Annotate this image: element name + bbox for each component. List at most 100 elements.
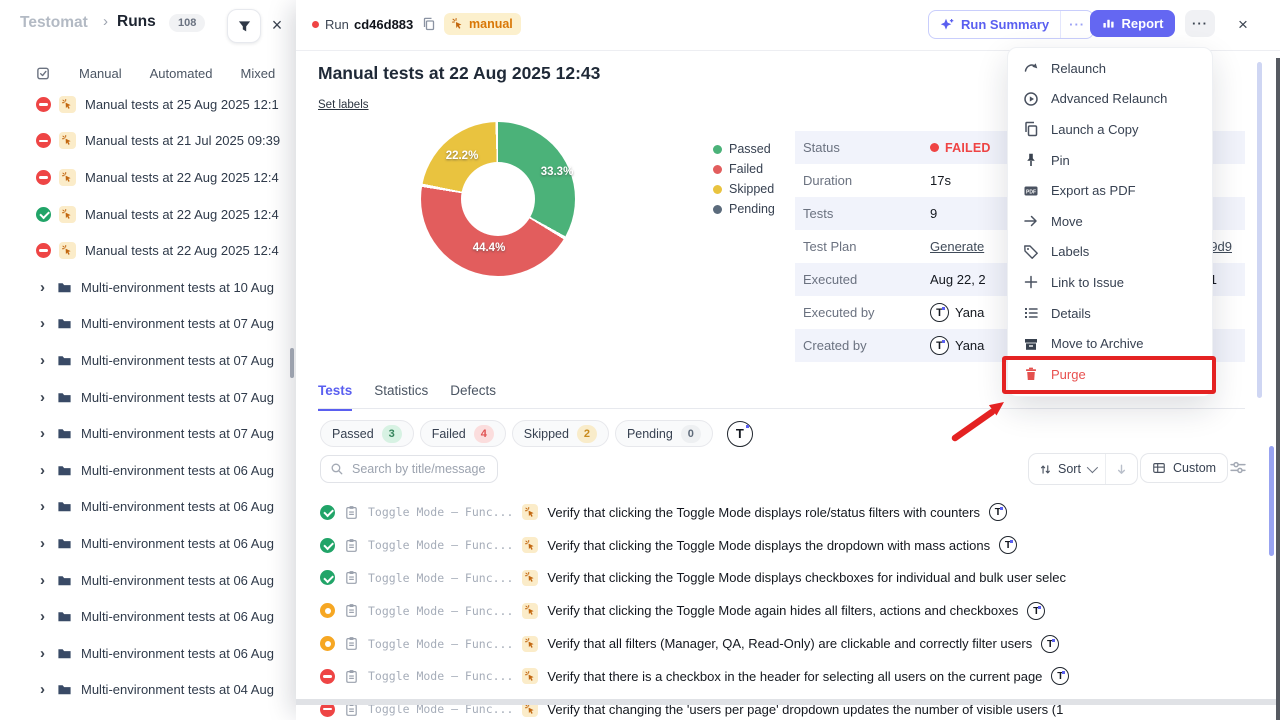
set-labels-link[interactable]: Set labels [318, 99, 369, 111]
menu-item-move-archive[interactable]: Move to Archive [1008, 328, 1212, 359]
panel-scrollbar[interactable] [1257, 62, 1262, 398]
chevron-right-icon[interactable]: › [40, 644, 45, 662]
avatar: T [1051, 667, 1070, 686]
chevron-right-icon[interactable]: › [40, 388, 45, 406]
run-item-label: Manual tests at 25 Aug 2025 12:1 [85, 96, 279, 112]
manual-run-icon [59, 132, 76, 150]
run-list-item[interactable]: Manual tests at 22 Aug 2025 12:4 [0, 196, 296, 233]
menu-item-advanced-relaunch[interactable]: Advanced Relaunch [1008, 84, 1212, 115]
sidebar-tab-mixed[interactable]: Mixed [240, 65, 276, 81]
filter-button[interactable] [227, 9, 261, 43]
copy-icon[interactable] [422, 17, 436, 31]
sidebar-tab-automated[interactable]: Automated [149, 65, 213, 81]
folder-list-item[interactable]: › Multi-environment tests at 06 Aug [0, 635, 296, 672]
menu-item-pin[interactable]: Pin [1008, 145, 1212, 176]
tabs-divider [318, 408, 1245, 409]
assignee-avatar-filter[interactable]: T [726, 420, 753, 447]
custom-label: Custom [1173, 461, 1217, 475]
search-input[interactable] [350, 461, 488, 477]
chevron-right-icon[interactable]: › [40, 351, 45, 369]
menu-item-labels[interactable]: Labels [1008, 237, 1212, 268]
tab-tests[interactable]: Tests [318, 383, 353, 411]
manual-test-icon [522, 537, 539, 554]
chevron-right-icon[interactable]: › [40, 608, 45, 626]
sidebar-close-button[interactable]: × [271, 14, 283, 35]
folder-list-item[interactable]: › Multi-environment tests at 07 Aug [0, 342, 296, 379]
folder-list-item[interactable]: › Multi-environment tests at 07 Aug [0, 379, 296, 416]
folder-list-item[interactable]: › Multi-environment tests at 04 Aug [0, 672, 296, 709]
test-plan-link-end[interactable]: 9d9 [1210, 239, 1232, 254]
run-status-dot [312, 21, 319, 28]
breadcrumb-runs[interactable]: Runs [117, 13, 156, 30]
run-list-item[interactable]: Manual tests at 22 Aug 2025 12:4 [0, 159, 296, 196]
skipped-status-icon [320, 636, 335, 652]
donut-label-failed: 44.4% [472, 242, 506, 254]
panel-more-button[interactable]: ··· [1185, 10, 1215, 37]
folder-list-item[interactable]: › Multi-environment tests at 06 Aug [0, 452, 296, 489]
run-list-item[interactable]: Manual tests at 25 Aug 2025 12:1 [0, 86, 296, 123]
failed-status-icon [36, 96, 51, 112]
menu-item-export-pdf[interactable]: PDF Export as PDF [1008, 175, 1212, 206]
chevron-right-icon[interactable]: › [40, 681, 45, 699]
test-row[interactable]: Toggle Mode — Func... Verify that clickin… [320, 496, 1250, 529]
test-row[interactable]: Toggle Mode — Func... Verify that there i… [320, 660, 1250, 693]
legend-dot [713, 164, 722, 174]
select-all-icon[interactable] [36, 66, 51, 81]
chevron-right-icon[interactable]: › [40, 315, 45, 333]
manual-run-icon [59, 205, 76, 223]
folder-list-item[interactable]: › Multi-environment tests at 06 Aug [0, 525, 296, 562]
chip-skipped[interactable]: Skipped 2 [511, 420, 609, 447]
menu-item-relaunch[interactable]: Relaunch [1008, 53, 1212, 84]
chip-failed[interactable]: Failed 4 [419, 420, 506, 447]
svg-text:PDF: PDF [1026, 189, 1036, 195]
folder-list-item[interactable]: › Multi-environment tests at 06 Aug [0, 598, 296, 635]
test-row[interactable]: Toggle Mode — Func... Verify that clickin… [320, 594, 1250, 627]
test-title: Verify that clicking the Toggle Mode dis… [547, 504, 980, 520]
chevron-right-icon[interactable]: › [40, 498, 45, 516]
chip-passed[interactable]: Passed 3 [320, 420, 414, 447]
chevron-right-icon[interactable]: › [40, 461, 45, 479]
tag-icon [1023, 244, 1039, 260]
report-button[interactable]: Report [1090, 10, 1175, 37]
tab-defects[interactable]: Defects [450, 383, 497, 398]
panel-close-button[interactable]: × [1238, 15, 1248, 34]
chevron-right-icon[interactable]: › [40, 534, 45, 552]
detail-row-duration: Duration 17s [803, 173, 951, 188]
test-row[interactable]: Toggle Mode — Func... Verify that clickin… [320, 562, 1250, 595]
folder-list-item[interactable]: › Multi-environment tests at 10 Aug [0, 269, 296, 306]
sidebar-tab-manual[interactable]: Manual [79, 65, 122, 81]
custom-columns-button[interactable]: Custom [1140, 453, 1229, 483]
menu-item-purge[interactable]: Purge [1008, 359, 1212, 390]
test-plan-link[interactable]: Generate [930, 239, 985, 254]
view-settings-button[interactable] [1228, 459, 1250, 477]
menu-item-details[interactable]: Details [1008, 298, 1212, 329]
sort-button[interactable]: Sort [1029, 454, 1105, 484]
sort-direction-button[interactable] [1104, 454, 1137, 484]
chevron-right-icon[interactable]: › [40, 571, 45, 589]
horizontal-scrollbar[interactable] [296, 699, 1280, 705]
run-summary-more-button[interactable]: ··· [1060, 11, 1093, 38]
folder-list-item[interactable]: › Multi-environment tests at 06 Aug [0, 562, 296, 599]
test-row[interactable]: Toggle Mode — Func... Verify that changin… [320, 693, 1250, 720]
tab-statistics[interactable]: Statistics [374, 383, 429, 398]
test-row[interactable]: Toggle Mode — Func... Verify that clickin… [320, 529, 1250, 562]
folder-list-item[interactable]: › Multi-environment tests at 06 Aug [0, 489, 296, 526]
folder-list-item[interactable]: › Multi-environment tests at 07 Aug [0, 306, 296, 343]
run-list-item[interactable]: Manual tests at 21 Jul 2025 09:39 [0, 123, 296, 160]
menu-item-launch-copy[interactable]: Launch a Copy [1008, 114, 1212, 145]
test-row[interactable]: Toggle Mode — Func... Verify that all fil… [320, 627, 1250, 660]
chevron-right-icon[interactable]: › [40, 425, 45, 443]
menu-item-link-issue[interactable]: Link to Issue [1008, 267, 1212, 298]
sidebar-scrollbar[interactable] [290, 348, 294, 378]
list-scrollbar[interactable] [1269, 446, 1274, 556]
folder-list-item[interactable]: › Multi-environment tests at 07 Aug [0, 415, 296, 452]
run-list-item[interactable]: Manual tests at 22 Aug 2025 12:4 [0, 232, 296, 269]
clipboard-icon [344, 636, 359, 651]
chip-pending[interactable]: Pending 0 [614, 420, 713, 447]
run-item-label: Manual tests at 22 Aug 2025 12:4 [85, 169, 279, 185]
chevron-right-icon[interactable]: › [40, 278, 45, 296]
clipboard-icon [344, 538, 359, 553]
menu-item-move[interactable]: Move [1008, 206, 1212, 237]
run-summary-button[interactable]: Run Summary ··· [928, 10, 1095, 39]
